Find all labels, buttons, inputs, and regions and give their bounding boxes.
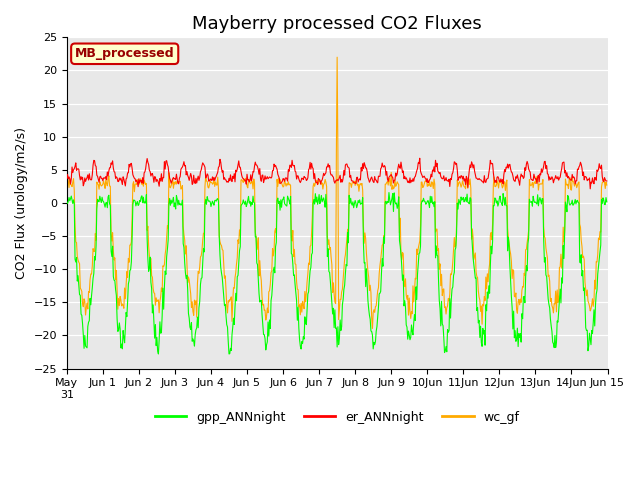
Text: MB_processed: MB_processed [75, 47, 175, 60]
Title: Mayberry processed CO2 Fluxes: Mayberry processed CO2 Fluxes [192, 15, 482, 33]
Y-axis label: CO2 Flux (urology/m2/s): CO2 Flux (urology/m2/s) [15, 127, 28, 279]
Legend: gpp_ANNnight, er_ANNnight, wc_gf: gpp_ANNnight, er_ANNnight, wc_gf [150, 406, 525, 429]
